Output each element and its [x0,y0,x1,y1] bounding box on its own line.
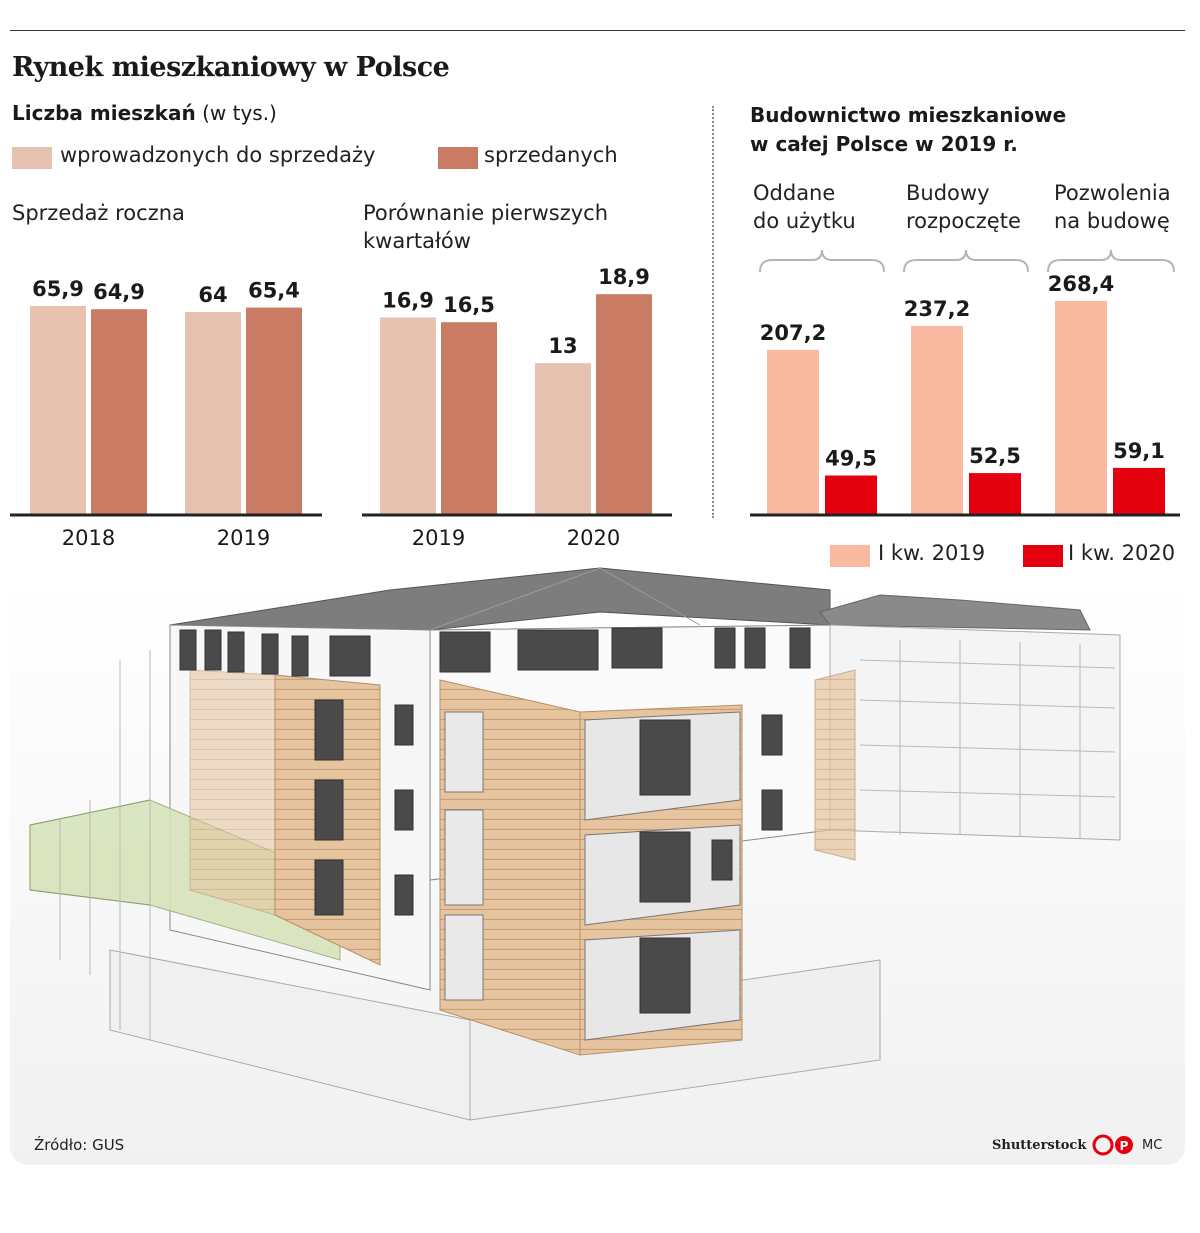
wood-cladding-left [274,674,381,966]
source-note: Źródło: GUS [34,1136,125,1154]
chart1-data-label: 64,9 [93,280,145,304]
top-rule [10,30,1185,31]
legend-swatch-sold [438,147,478,169]
chart2-data-label: 18,9 [598,265,650,289]
chart3-data-label: 49,5 [825,447,877,471]
category-label-completed: Oddane do użytku [753,179,856,235]
legend-swatch-offered [12,147,52,169]
category-brace [759,249,885,273]
subtitle-unit: (w tys.) [202,101,277,125]
chart2-bar [596,294,652,515]
chart3-bar [911,325,963,515]
section-divider [712,106,714,518]
charts-canvas: 65,9 64,9 2018 64 65,4 2019 16,9 16,5 2019 13 18,9… [10,249,1180,550]
category-label-started-line1: Budowy [906,181,990,205]
chart1-bar [246,307,302,515]
legend-label-sold: sprzedanych [484,143,618,167]
right-title-line2: w całej Polsce w 2019 r. [750,132,1018,156]
chart3-bar [1055,301,1107,515]
legend-swatch-q2020 [1023,545,1063,567]
chart1-tick-label: 2019 [217,526,270,550]
category-label-started: Budowy rozpoczęte [906,179,1021,235]
chart3-bar [767,349,819,515]
chart1-bar [185,312,241,515]
chart2-title-line2: kwartałów [363,229,471,253]
category-label-started-line2: rozpoczęte [906,209,1021,233]
chart3-data-label: 207,2 [760,321,826,345]
chart2-tick-label: 2019 [412,526,465,550]
wood-cladding-left-back [189,669,276,916]
wood-cladding-center-side [579,704,743,1056]
right-title: Budownictwo mieszkaniowe w całej Polsce … [750,101,1066,159]
building-wireframe [29,567,1121,1121]
chart2-title: Porównanie pierwszych kwartałów [363,199,608,255]
chart2-data-label: 13 [548,334,577,358]
chart3-data-label: 268,4 [1048,272,1114,296]
windows [179,627,811,1014]
balcony-openings [444,711,741,1041]
chart3-data-label: 52,5 [969,444,1021,468]
chart3-data-label: 237,2 [904,297,970,321]
author-initials: MC [1142,1138,1163,1153]
chart2-data-label: 16,5 [443,293,495,317]
chart3-data-label: 59,1 [1113,439,1165,463]
category-label-permits-line1: Pozwolenia [1054,181,1171,205]
category-label-permits-line2: na budowę [1054,209,1170,233]
photo-credit: Shutterstock [992,1138,1087,1153]
subtitle: Liczba mieszkań (w tys.) [12,101,277,125]
chart2-bar [380,317,436,515]
publisher-logo: P [1092,1134,1133,1156]
category-label-completed-line2: do użytku [753,209,856,233]
svg-text:P: P [1120,1139,1129,1153]
chart1-data-label: 65,4 [248,279,300,303]
chart2-bar [441,322,497,515]
legend-label-q2020: I kw. 2020 [1068,541,1176,565]
chart3-bar [969,473,1021,515]
chart1-bar [30,306,86,515]
category-label-completed-line1: Oddane [753,181,836,205]
chart1-bar [91,309,147,515]
legend-label-q2019: I kw. 2019 [878,541,986,565]
legend-swatch-q2019 [830,545,870,567]
wood-cladding-right [814,669,856,861]
legend-label-offered: wprowadzonych do sprzedaży [60,143,376,167]
page-title: Rynek mieszkaniowy w Polsce [12,52,450,83]
illustration-backdrop [10,575,1185,1165]
chart3-bar [825,475,877,515]
right-wing-grid [59,640,1116,1040]
category-brace [903,249,1029,273]
chart2-data-label: 16,9 [382,289,434,313]
category-label-permits: Pozwolenia na budowę [1054,179,1171,235]
chart1-data-label: 65,9 [32,277,84,301]
chart2-tick-label: 2020 [567,526,620,550]
chart3-bar [1113,467,1165,515]
subtitle-bold: Liczba mieszkań [12,101,196,125]
chart2-bar [535,363,591,515]
wood-cladding-center [439,679,581,1056]
chart1-data-label: 64 [198,283,227,307]
chart2-title-line1: Porównanie pierwszych [363,201,609,225]
chart1-title: Sprzedaż roczna [12,201,185,225]
chart1-tick-label: 2018 [62,526,115,550]
right-title-line1: Budownictwo mieszkaniowe [750,103,1067,127]
category-brace [1047,249,1175,273]
